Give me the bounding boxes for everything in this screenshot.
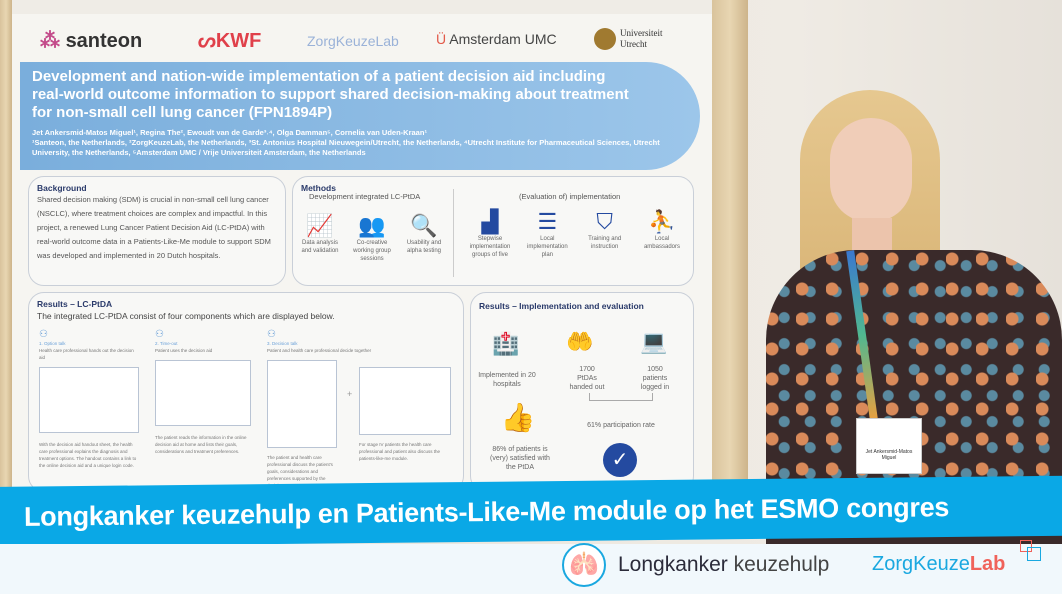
step-caption: With the decision aid handout sheet, the… bbox=[39, 442, 137, 468]
methods-section: Methods Development integrated LC-PtDA (… bbox=[292, 176, 694, 286]
poster-frame-left bbox=[0, 0, 12, 500]
step-decision-talk: ⚇ 3. Decision talk Patient and health ca… bbox=[267, 329, 372, 489]
zorgkeuzelab-logo: ZorgKeuzeLab bbox=[872, 553, 1006, 575]
lab-square-icon bbox=[1027, 547, 1041, 561]
method-label: Training and instruction bbox=[588, 236, 622, 250]
methods-dev-items: 📈 Data analysis and validation 👥 Co-creati… bbox=[297, 213, 447, 263]
step-caption: For stage IV patients the health care pr… bbox=[359, 442, 441, 461]
lungs-icon: 🫁 bbox=[562, 543, 606, 587]
method-label: Stepwise implementation groups of five bbox=[469, 236, 511, 258]
lab-square-icon bbox=[1020, 540, 1032, 552]
method-item: ▟ Stepwise implementation groups of five bbox=[465, 209, 515, 259]
poster-authors: Jet Ankersmid-Matos Miguel¹, Regina The²… bbox=[32, 128, 660, 157]
step-title: 3. Decision talk bbox=[267, 341, 298, 346]
step-patients-like-me: For stage IV patients the health care pr… bbox=[359, 367, 451, 462]
checklist-icon: ☰ bbox=[537, 209, 558, 234]
people-icon: ⚇ bbox=[267, 329, 276, 340]
name-badge: Jet Ankersmid-Matos Miguel bbox=[856, 418, 922, 474]
method-label: Co-creative working group sessions bbox=[353, 240, 391, 262]
method-item: 🔍 Usability and alpha testing bbox=[401, 213, 447, 263]
results-impl-heading: Results – Implementation and evaluation bbox=[479, 301, 644, 311]
poster-title-band: Development and nation-wide implementati… bbox=[20, 62, 700, 170]
background-heading: Background bbox=[37, 183, 87, 193]
method-item: ☰ Local implementation plan bbox=[522, 209, 572, 259]
poster-title: Development and nation-wide implementati… bbox=[32, 68, 629, 121]
method-item: 📈 Data analysis and validation bbox=[297, 213, 343, 263]
results-ptda-section: Results – LC-PtDA The integrated LC-PtDA… bbox=[28, 292, 464, 492]
step-desc: Health care professional hands out the d… bbox=[39, 348, 134, 360]
person-face bbox=[830, 118, 912, 222]
method-item: ⛉ Training and instruction bbox=[580, 209, 630, 259]
badge-name: Jet Ankersmid-Matos Miguel bbox=[865, 449, 913, 461]
logo-zorgkeuzelab: ZorgKeuzeLab bbox=[307, 33, 399, 49]
checkmark-icon: ✓ bbox=[603, 443, 637, 477]
method-label: Local implementation plan bbox=[526, 236, 568, 258]
step-desc: Patient and health care professional dec… bbox=[267, 348, 372, 353]
thumbs-up-icon: 👍 bbox=[500, 402, 536, 433]
people-icon: ⚇ bbox=[39, 329, 48, 340]
podium-icon: ⛹ bbox=[648, 209, 676, 234]
stat-satisfied: 86% of patients is (very) satisfied with… bbox=[490, 446, 550, 471]
background-text: Shared decision making (SDM) is crucial … bbox=[37, 195, 271, 260]
logo-santeon: ⁂ santeon bbox=[40, 30, 143, 52]
logo-amsterdam-umc: Ü Amsterdam UMC bbox=[436, 31, 557, 47]
screenshot-thumbnail bbox=[359, 367, 451, 435]
stairs-icon: ▟ bbox=[481, 209, 499, 234]
plus-sign: + bbox=[347, 389, 353, 399]
step-title: 1. Option talk bbox=[39, 341, 66, 346]
methods-impl-heading: (Evaluation of) implementation bbox=[519, 192, 621, 201]
logo-utrecht: Universiteit Utrecht bbox=[594, 28, 684, 50]
hand-icon: 🤲 bbox=[566, 329, 594, 354]
footer bbox=[0, 544, 1062, 594]
results-ptda-intro: The integrated LC-PtDA consist of four c… bbox=[37, 311, 335, 321]
bracket bbox=[589, 393, 653, 401]
background-section: Background Shared decision making (SDM) … bbox=[28, 176, 286, 286]
method-label: Local ambassadors bbox=[643, 236, 680, 250]
stat-participation: 61% participation rate bbox=[587, 422, 655, 429]
step-caption: The patient reads the information in the… bbox=[155, 435, 247, 454]
step-desc: Patient uses the decision aid bbox=[155, 348, 213, 353]
screenshot-thumbnail bbox=[267, 360, 337, 448]
people-screen-icon: ⚇ bbox=[155, 329, 164, 340]
magnifier-pulse-icon: 🔍 bbox=[410, 213, 438, 238]
step-time-out: ⚇ 2. Time-out Patient uses the decision … bbox=[155, 329, 251, 455]
stat-handed-out: 1700 PtDAs handed out bbox=[569, 366, 605, 391]
screenshot-thumbnail bbox=[39, 367, 139, 433]
screenshot-thumbnail bbox=[155, 360, 251, 426]
method-label: Usability and alpha testing bbox=[406, 240, 442, 254]
stat-logged-in: 1050 patients logged in bbox=[640, 366, 670, 391]
presentation-icon: ⛉ bbox=[596, 209, 613, 234]
stat-hospitals: Implemented in 20 hospitals bbox=[478, 372, 536, 388]
laptop-icon: 💻 bbox=[640, 329, 668, 354]
results-impl-section: Results – Implementation and evaluation … bbox=[470, 292, 694, 492]
line-chart-icon: 📈 bbox=[306, 213, 334, 238]
methods-dev-heading: Development integrated LC-PtDA bbox=[309, 192, 421, 201]
group-icon: 👥 bbox=[358, 213, 386, 238]
poster-frame-right bbox=[712, 0, 748, 500]
methods-impl-items: ▟ Stepwise implementation groups of five … bbox=[465, 209, 687, 259]
longkanker-keuzehulp-logo: Longkanker keuzehulp bbox=[618, 553, 830, 576]
methods-heading: Methods bbox=[301, 183, 336, 193]
method-item: ⛹ Local ambassadors bbox=[637, 209, 687, 259]
method-item: 👥 Co-creative working group sessions bbox=[349, 213, 395, 263]
step-option-talk: ⚇ 1. Option talk Health care professiona… bbox=[39, 329, 139, 469]
results-ptda-heading: Results – LC-PtDA bbox=[37, 299, 113, 309]
divider bbox=[453, 189, 454, 277]
step-title: 2. Time-out bbox=[155, 341, 178, 346]
logo-kwf: ᔕKWF bbox=[198, 30, 262, 52]
hospital-icon: 🏥 bbox=[492, 331, 520, 356]
method-label: Data analysis and validation bbox=[301, 240, 339, 254]
